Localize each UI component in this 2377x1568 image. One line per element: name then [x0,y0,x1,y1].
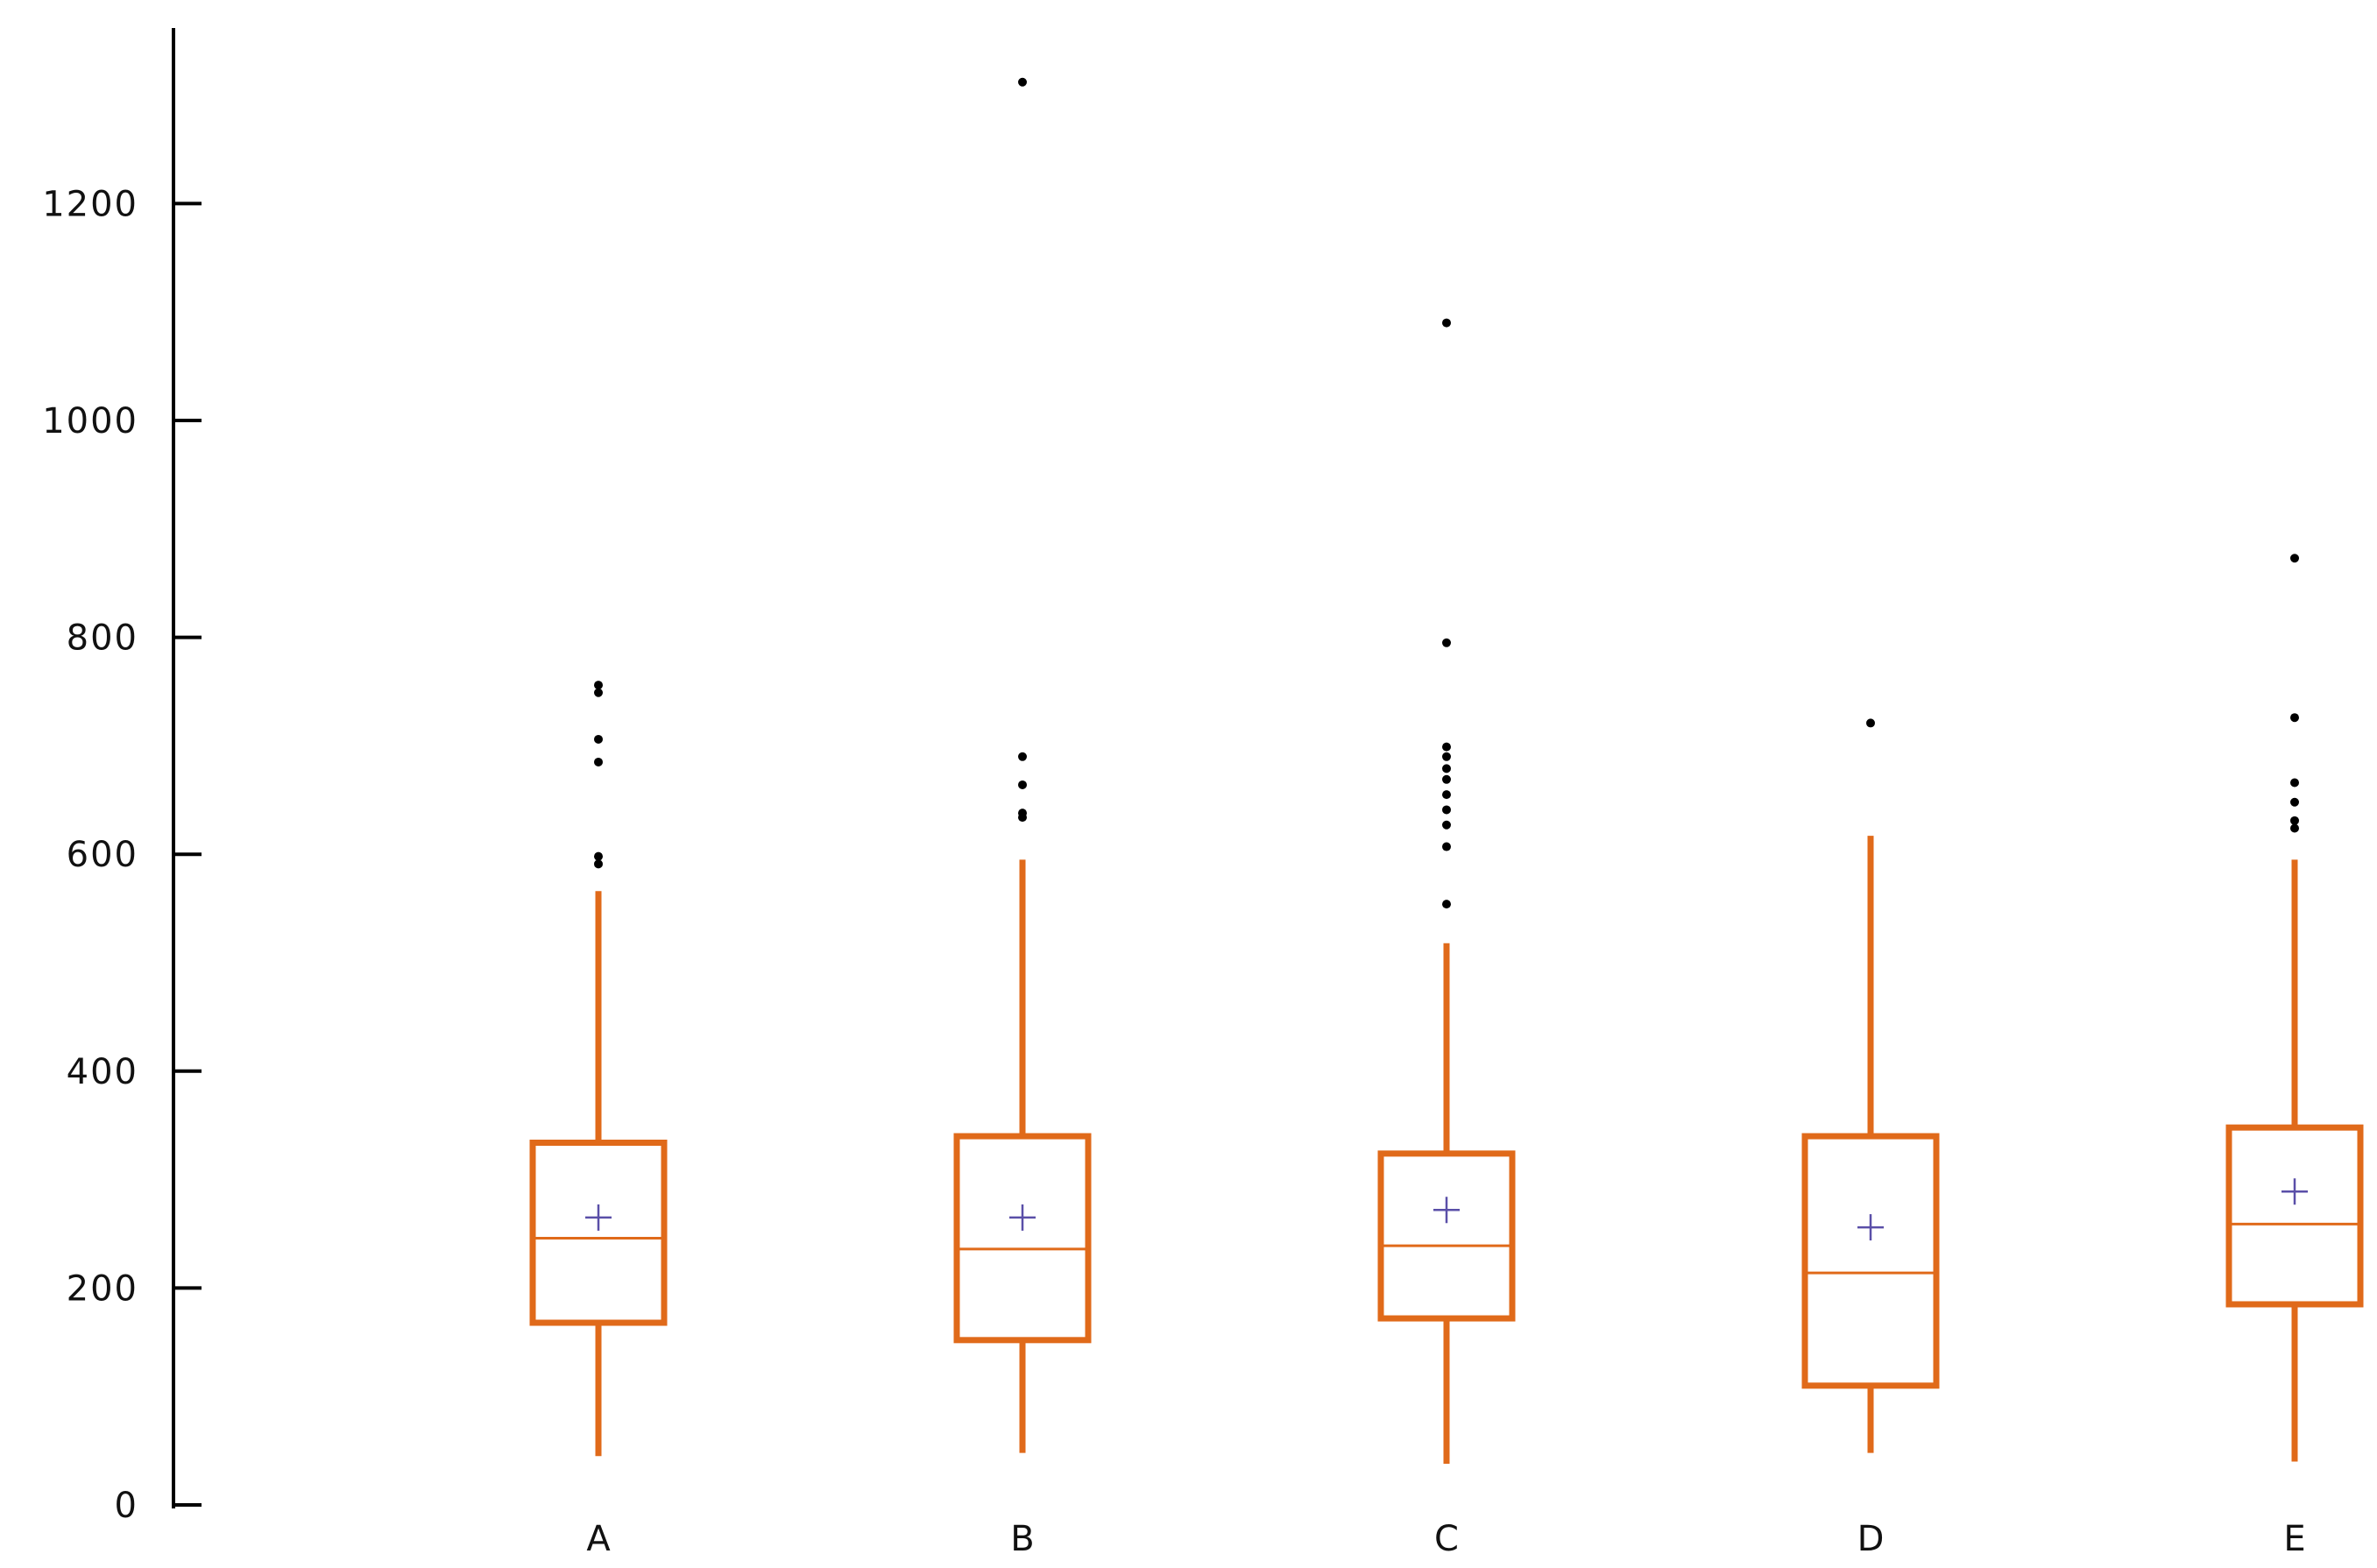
y-tick-label: 800 [67,618,138,659]
iqr-box [529,1140,668,1326]
iqr-box [1377,1150,1516,1322]
outlier-point [1442,764,1451,773]
box-B: B [953,77,1092,1559]
box-D: D [1801,718,1940,1559]
outlier-point [1442,790,1451,800]
outlier-point [1442,774,1451,784]
outlier-point [594,681,603,690]
outlier-point [2290,797,2299,807]
outlier-point [594,688,603,697]
box-A: A [529,681,668,1559]
mean-marker [585,1204,612,1231]
outlier-point [594,734,603,744]
x-category-label: B [1010,1519,1034,1559]
x-category-label: E [2283,1519,2305,1559]
mean-marker [2281,1178,2308,1205]
outlier-point [1866,718,1875,728]
axes: 0 200 400 600 800 1000 1200 [42,28,202,1526]
iqr-box [953,1133,1092,1344]
x-category-label: C [1434,1519,1459,1559]
y-tick-label: 200 [67,1268,138,1309]
mean-marker [1009,1204,1036,1231]
outlier-point [1442,842,1451,851]
y-tick-label: 1200 [42,184,138,224]
mean-marker [1857,1214,1884,1241]
box-C: C [1377,318,1516,1559]
y-tick-label: 400 [67,1052,138,1092]
outlier-point [2290,554,2299,563]
outlier-point [1442,805,1451,815]
x-category-label: A [586,1519,611,1559]
outlier-point [1018,77,1027,87]
outlier-point [2290,823,2299,833]
outlier-point [594,757,603,766]
outlier-point [1018,752,1027,761]
outlier-point [2290,816,2299,825]
box-series: A B C D E [529,77,2364,1559]
outlier-point [1442,318,1451,328]
box-E: E [2225,554,2364,1559]
outlier-point [1442,900,1451,909]
outlier-point [2290,778,2299,788]
outlier-point [594,859,603,869]
mean-marker [1433,1197,1460,1224]
outlier-point [594,851,603,861]
x-category-label: D [1857,1519,1885,1559]
outlier-point [2290,713,2299,723]
outlier-point [1442,820,1451,830]
outlier-point [1442,742,1451,752]
outlier-point [1442,638,1451,647]
y-tick-label: 1000 [42,401,138,441]
outlier-point [1442,752,1451,761]
iqr-box [2225,1124,2364,1308]
outlier-point [1018,809,1027,818]
y-tick-label: 600 [67,835,138,875]
iqr-box [1801,1133,1940,1389]
y-tick-label: 0 [115,1486,138,1526]
outlier-point [1018,780,1027,789]
